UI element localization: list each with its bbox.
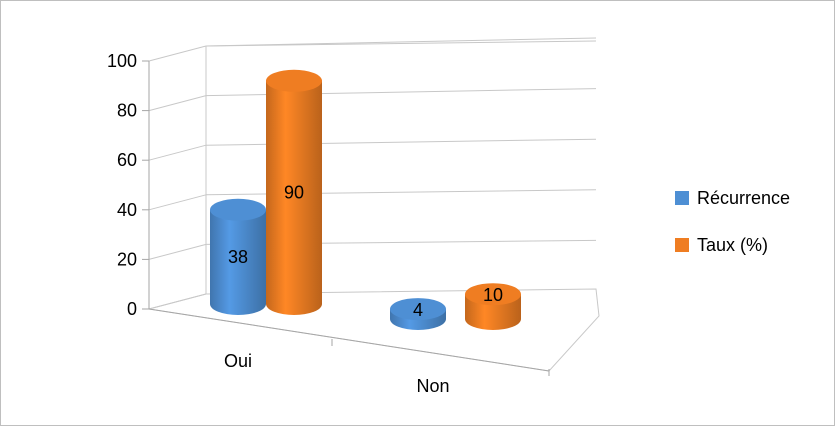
- y-tick-label: 20: [117, 249, 137, 269]
- data-label: 10: [483, 285, 503, 305]
- bar: [390, 298, 446, 330]
- y-tick-label: 100: [107, 51, 137, 71]
- bar-top: [266, 69, 322, 92]
- legend-swatch: [675, 238, 689, 252]
- y-tick-label: 80: [117, 101, 137, 121]
- bar-body: [266, 80, 322, 315]
- x-category-label: Oui: [224, 351, 252, 371]
- data-label: 90: [284, 182, 304, 202]
- data-label: 4: [413, 300, 423, 320]
- gridline-side: [148, 45, 207, 62]
- bar-top: [210, 198, 266, 221]
- gridline-back: [205, 37, 597, 47]
- legend-label: Taux (%): [697, 235, 768, 255]
- gridline-side: [148, 144, 207, 161]
- axes: [142, 60, 550, 376]
- bar: [465, 283, 521, 330]
- y-tick-label: 40: [117, 200, 137, 220]
- gridline-side: [148, 243, 207, 260]
- gridline-side: [148, 194, 207, 211]
- legend-swatch: [675, 191, 689, 205]
- bar: [266, 69, 322, 315]
- legend-label: Récurrence: [697, 188, 790, 208]
- y-axis-ticks: 0 20 40 60 80 100: [107, 51, 137, 319]
- bar-top: [390, 298, 446, 321]
- y-tick-label: 0: [127, 299, 137, 319]
- legend: Récurrence Taux (%): [675, 188, 790, 255]
- bar-top: [465, 283, 521, 306]
- gridline-back: [205, 189, 597, 196]
- bars: [210, 69, 521, 330]
- bar: [210, 198, 266, 315]
- data-labels: 38 90 4 10: [228, 182, 503, 320]
- gridline-side: [148, 95, 207, 112]
- gridline-back: [205, 88, 597, 97]
- x-axis-line: [148, 308, 550, 372]
- bar-body: [210, 209, 266, 315]
- y-tick-label: 60: [117, 150, 137, 170]
- gridline-side: [148, 293, 207, 310]
- data-label: 38: [228, 247, 248, 267]
- x-category-label: Non: [416, 376, 449, 396]
- x-axis-categories: Oui Non: [224, 351, 450, 396]
- gridline-back: [205, 138, 597, 146]
